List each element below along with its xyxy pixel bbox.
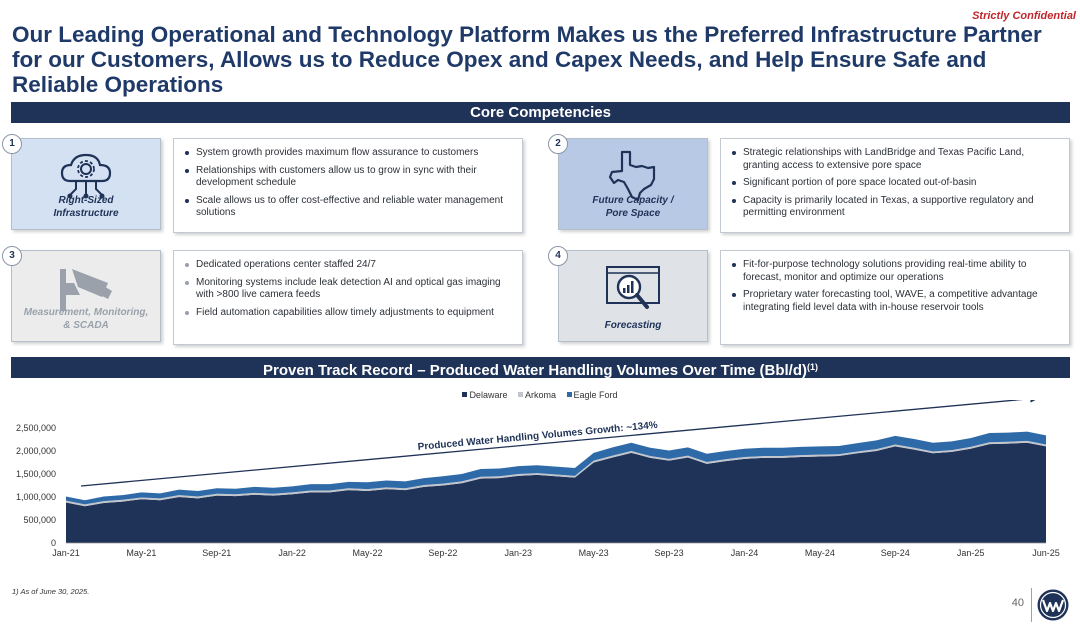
- x-tick-label: Sep-23: [655, 548, 684, 558]
- bullet-item: Monitoring systems include leak detectio…: [184, 277, 512, 302]
- bullet-item: Dedicated operations center staffed 24/7: [184, 259, 512, 272]
- x-tick-label: Sep-22: [428, 548, 457, 558]
- competency-label: Future Capacity / Pore Space: [592, 195, 674, 219]
- x-tick-label: Jan-25: [957, 548, 985, 558]
- x-tick-label: Jan-23: [505, 548, 533, 558]
- x-tick-label: Jan-22: [278, 548, 306, 558]
- bullet-item: System growth provides maximum flow assu…: [184, 147, 512, 160]
- bullet-item: Proprietary water forecasting tool, WAVE…: [731, 289, 1059, 314]
- bullet-item: Fit-for-purpose technology solutions pro…: [731, 259, 1059, 284]
- y-tick-label: 500,000: [23, 515, 56, 525]
- competency-tile-future-capacity: Future Capacity / Pore Space: [558, 138, 708, 230]
- bullet-item: Significant portion of pore space locate…: [731, 177, 1059, 190]
- legend-item-eagle-ford: Eagle Ford: [566, 390, 618, 400]
- x-tick-label: May-22: [353, 548, 383, 558]
- analytics-magnifier-icon: [606, 266, 660, 309]
- footer-divider: [1031, 588, 1032, 622]
- competency-tile-forecasting: Forecasting: [558, 250, 708, 342]
- competency-description: Dedicated operations center staffed 24/7…: [173, 250, 523, 345]
- competency-tile-measurement-monitoring: Measurement, Monitoring, & SCADA: [11, 250, 161, 342]
- bullet-item: Strategic relationships with LandBridge …: [731, 147, 1059, 172]
- x-tick-label: Jan-21: [52, 548, 80, 558]
- x-tick-label: May-24: [805, 548, 835, 558]
- confidential-label: Strictly Confidential: [972, 10, 1076, 22]
- competency-tile-right-sized-infrastructure: Right-Sized Infrastructure: [11, 138, 161, 230]
- bullet-item: Field automation capabilities allow time…: [184, 307, 512, 320]
- security-camera-icon: [60, 269, 112, 311]
- page-title: Our Leading Operational and Technology P…: [12, 22, 1042, 97]
- competency-number-badge: 1: [2, 134, 22, 154]
- volumes-area-chart: 0 500,000 1,000,000 1,500,000 2,000,000 2,500…: [16, 400, 1060, 558]
- core-competencies-heading: Core Competencies: [11, 102, 1070, 123]
- x-tick-label: Sep-24: [881, 548, 910, 558]
- series-area-eagle-ford: [66, 431, 1046, 505]
- page-number: 40: [1011, 597, 1024, 609]
- y-tick-label: 1,000,000: [16, 492, 56, 502]
- competency-label: Forecasting: [604, 320, 662, 331]
- competency-description: Strategic relationships with LandBridge …: [720, 138, 1070, 233]
- y-tick-label: 0: [51, 538, 56, 548]
- legend-item-arkoma: Arkoma: [517, 390, 556, 400]
- x-tick-label: Jan-24: [731, 548, 759, 558]
- footnote: 1) As of June 30, 2025.: [12, 587, 90, 596]
- competency-description: Fit-for-purpose technology solutions pro…: [720, 250, 1070, 345]
- texas-map-icon: [608, 150, 656, 202]
- bullet-item: Relationships with customers allow us to…: [184, 165, 512, 190]
- competency-number-badge: 3: [2, 246, 22, 266]
- x-tick-label: Sep-21: [202, 548, 231, 558]
- competency-number-badge: 4: [548, 246, 568, 266]
- competency-label: Right-Sized Infrastructure: [53, 195, 119, 219]
- x-tick-label: May-23: [579, 548, 609, 558]
- chart-legend: Delaware Arkoma Eagle Ford: [0, 390, 1080, 400]
- bullet-item: Capacity is primarily located in Texas, …: [731, 195, 1059, 220]
- y-tick-label: 2,000,000: [16, 446, 56, 456]
- competency-label: Measurement, Monitoring, & SCADA: [23, 307, 149, 331]
- series-area-delaware: [66, 442, 1046, 543]
- company-logo: [1037, 589, 1069, 621]
- competency-description: System growth provides maximum flow assu…: [173, 138, 523, 233]
- x-tick-label: May-21: [126, 548, 156, 558]
- cloud-gear-network-icon: [60, 153, 112, 199]
- y-tick-label: 1,500,000: [16, 469, 56, 479]
- growth-arrow: [80, 400, 1040, 487]
- y-tick-label: 2,500,000: [16, 423, 56, 433]
- legend-item-delaware: Delaware: [462, 390, 507, 400]
- x-tick-label: Jun-25: [1032, 548, 1060, 558]
- bullet-item: Scale allows us to offer cost-effective …: [184, 195, 512, 220]
- track-record-heading: Proven Track Record – Produced Water Han…: [11, 357, 1070, 379]
- competency-number-badge: 2: [548, 134, 568, 154]
